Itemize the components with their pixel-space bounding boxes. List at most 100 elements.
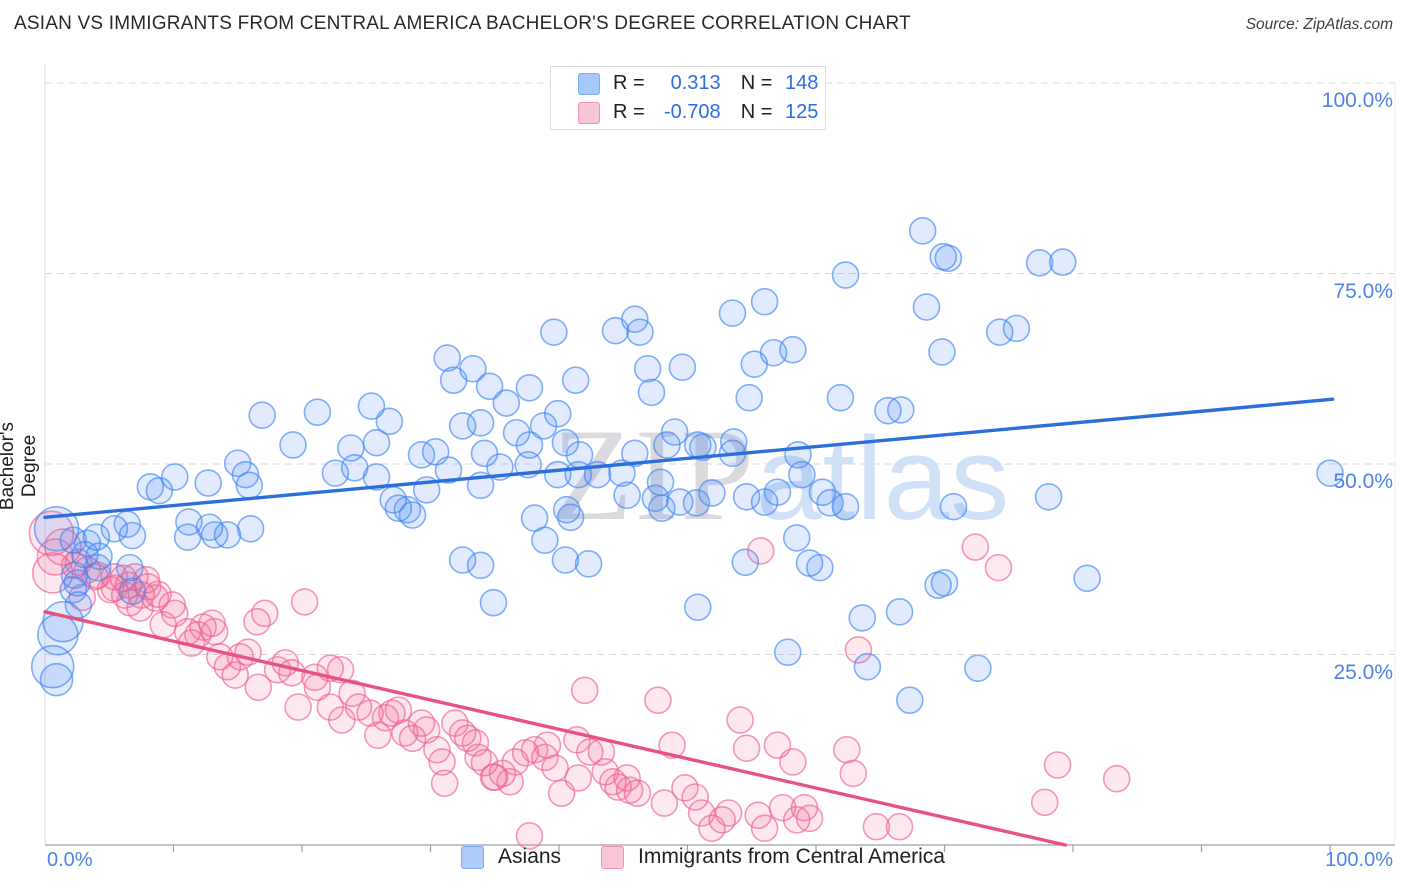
- data-point-asian[interactable]: [831, 492, 860, 521]
- data-point-immigrant[interactable]: [779, 748, 807, 776]
- data-point-asian[interactable]: [393, 495, 422, 524]
- data-point-immigrant[interactable]: [126, 594, 154, 622]
- data-point-asian[interactable]: [683, 593, 712, 622]
- data-point-asian[interactable]: [621, 439, 649, 468]
- data-point-asian[interactable]: [908, 217, 937, 245]
- data-point-asian[interactable]: [116, 553, 144, 582]
- data-point-asian[interactable]: [668, 353, 697, 382]
- data-point-asian[interactable]: [885, 598, 914, 626]
- data-point-asian[interactable]: [434, 456, 463, 484]
- data-point-immigrant[interactable]: [244, 673, 273, 702]
- data-point-asian[interactable]: [779, 335, 807, 364]
- data-point-immigrant[interactable]: [795, 804, 824, 833]
- data-point-immigrant[interactable]: [470, 748, 499, 777]
- data-point-asian[interactable]: [732, 482, 761, 511]
- data-point-asian[interactable]: [1034, 482, 1063, 511]
- data-point-immigrant[interactable]: [480, 763, 509, 791]
- data-point-asian[interactable]: [985, 318, 1014, 346]
- data-point-immigrant[interactable]: [658, 731, 686, 759]
- data-point-asian[interactable]: [194, 469, 222, 497]
- data-point-asian[interactable]: [543, 399, 572, 428]
- data-point-immigrant[interactable]: [356, 699, 384, 727]
- data-point-asian[interactable]: [492, 389, 521, 417]
- data-point-asian[interactable]: [118, 521, 147, 550]
- data-point-immigrant[interactable]: [844, 636, 873, 664]
- data-point-asian[interactable]: [660, 418, 689, 446]
- data-point-immigrant[interactable]: [604, 773, 632, 801]
- data-point-asian[interactable]: [398, 501, 427, 529]
- data-point-asian[interactable]: [740, 350, 769, 378]
- data-point-immigrant[interactable]: [290, 588, 319, 616]
- data-point-asian[interactable]: [1073, 564, 1101, 593]
- data-point-immigrant[interactable]: [1043, 751, 1072, 779]
- data-point-asian[interactable]: [763, 478, 792, 506]
- data-point-asian[interactable]: [912, 293, 941, 321]
- data-point-immigrant[interactable]: [200, 617, 229, 646]
- data-point-asian[interactable]: [689, 433, 717, 462]
- data-point-immigrant[interactable]: [681, 783, 710, 811]
- data-point-asian[interactable]: [470, 439, 499, 468]
- data-point-immigrant[interactable]: [277, 658, 306, 687]
- data-point-immigrant[interactable]: [547, 779, 576, 807]
- data-point-asian[interactable]: [782, 524, 811, 552]
- data-point-asian[interactable]: [1025, 249, 1054, 277]
- data-point-immigrant[interactable]: [984, 553, 1013, 582]
- data-point-asian[interactable]: [561, 366, 590, 394]
- data-point-asian[interactable]: [1002, 314, 1031, 343]
- data-point-asian[interactable]: [637, 378, 666, 407]
- data-point-immigrant[interactable]: [650, 789, 679, 817]
- data-point-asian[interactable]: [39, 662, 74, 697]
- data-point-immigrant[interactable]: [384, 696, 413, 724]
- data-point-asian[interactable]: [750, 287, 779, 316]
- data-point-immigrant[interactable]: [515, 822, 544, 850]
- data-point-asian[interactable]: [773, 638, 802, 667]
- data-point-asian[interactable]: [448, 412, 477, 440]
- data-point-immigrant[interactable]: [750, 814, 779, 843]
- data-point-immigrant[interactable]: [430, 769, 459, 798]
- data-point-asian[interactable]: [731, 548, 760, 577]
- data-point-asian[interactable]: [362, 428, 391, 457]
- data-point-asian[interactable]: [626, 318, 654, 346]
- data-point-asian[interactable]: [384, 494, 413, 522]
- data-point-asian[interactable]: [552, 495, 581, 524]
- data-point-asian[interactable]: [556, 503, 585, 532]
- data-point-asian[interactable]: [236, 514, 265, 543]
- data-point-immigrant[interactable]: [570, 676, 599, 705]
- data-point-immigrant[interactable]: [687, 799, 716, 827]
- data-point-asian[interactable]: [633, 354, 662, 383]
- data-point-immigrant[interactable]: [68, 583, 97, 612]
- data-point-immigrant[interactable]: [398, 724, 427, 753]
- data-point-asian[interactable]: [1316, 459, 1344, 487]
- data-point-immigrant[interactable]: [428, 748, 456, 776]
- data-point-asian[interactable]: [59, 526, 88, 555]
- data-point-immigrant[interactable]: [250, 599, 279, 628]
- data-point-asian[interactable]: [231, 460, 260, 489]
- data-point-asian[interactable]: [136, 473, 165, 501]
- data-point-asian[interactable]: [100, 514, 129, 543]
- data-point-asian[interactable]: [646, 468, 675, 497]
- data-point-asian[interactable]: [831, 261, 860, 289]
- data-point-asian[interactable]: [515, 373, 544, 402]
- data-point-asian[interactable]: [788, 460, 816, 489]
- data-point-asian[interactable]: [939, 492, 968, 521]
- data-point-asian[interactable]: [928, 338, 956, 366]
- data-point-immigrant[interactable]: [885, 812, 914, 841]
- data-point-asian[interactable]: [613, 481, 641, 510]
- data-point-asian[interactable]: [479, 588, 508, 617]
- data-point-asian[interactable]: [407, 441, 436, 469]
- data-point-asian[interactable]: [930, 569, 959, 597]
- data-point-asian[interactable]: [362, 463, 391, 491]
- data-point-asian[interactable]: [118, 577, 147, 606]
- legend-item-asians[interactable]: Asians: [461, 845, 561, 869]
- data-point-asian[interactable]: [735, 383, 763, 412]
- data-point-asian[interactable]: [540, 318, 568, 346]
- data-point-asian[interactable]: [448, 546, 477, 574]
- data-point-asian[interactable]: [59, 575, 88, 604]
- data-point-immigrant[interactable]: [961, 533, 990, 561]
- data-point-immigrant[interactable]: [221, 661, 249, 689]
- data-point-immigrant[interactable]: [488, 759, 517, 788]
- data-point-asian[interactable]: [160, 463, 189, 491]
- data-point-immigrant[interactable]: [726, 706, 754, 734]
- data-point-immigrant[interactable]: [862, 812, 891, 841]
- data-point-asian[interactable]: [515, 431, 544, 459]
